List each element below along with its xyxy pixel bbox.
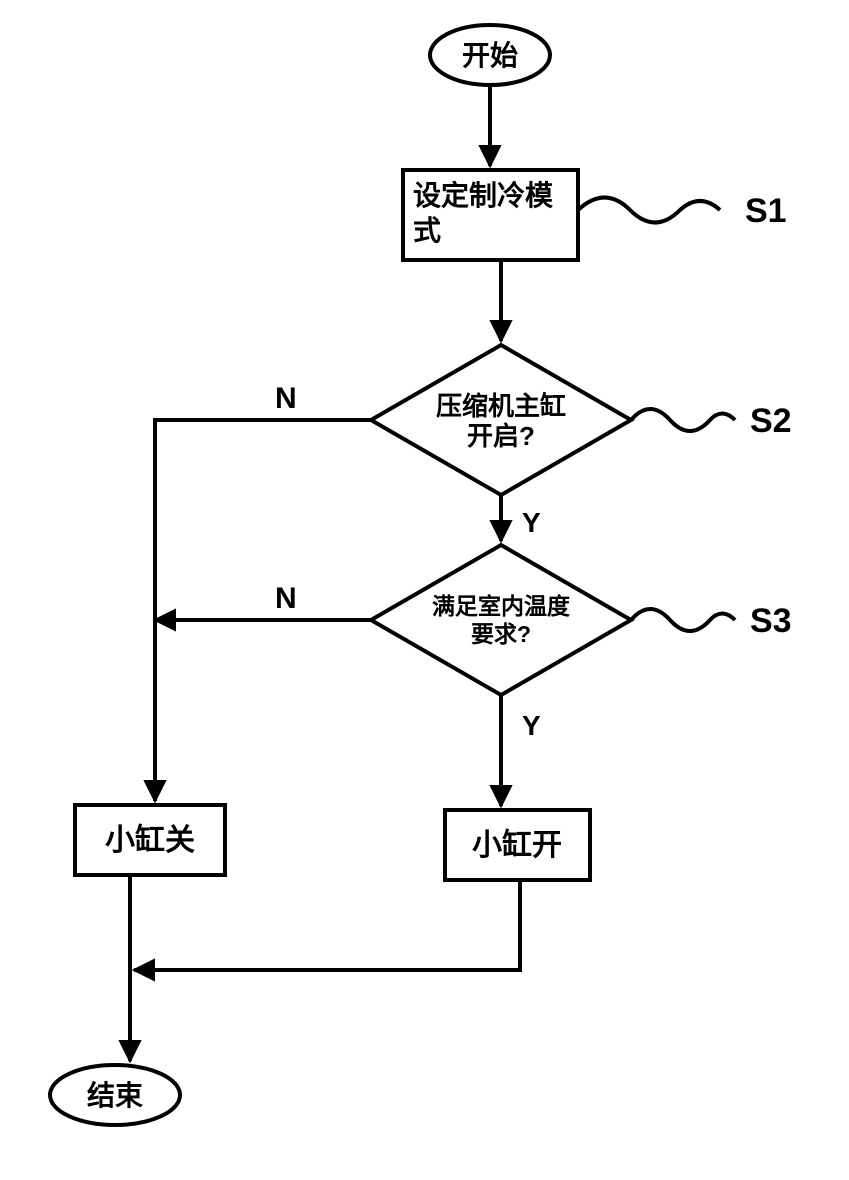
node-end: 结束 [50,1065,180,1125]
node-s1: 设定制冷模 式 [403,170,578,260]
squiggle-s1 [578,198,720,223]
step-label-s1: S1 [745,192,787,230]
node-s2: 压缩机主缸 开启? [371,345,631,495]
label-s3-yes: Y [522,710,541,741]
node-close: 小缸关 [75,805,225,875]
start-label: 开始 [462,40,518,71]
step-label-s3: S3 [750,602,792,640]
step-label-s2: S2 [750,402,792,440]
edge-s2-no [155,420,371,801]
node-s3: 满足室内温度 要求? [371,545,631,695]
s1-line1: 设定制冷模 [413,179,554,211]
label-s3-no: N [275,582,297,615]
end-label: 结束 [87,1080,143,1111]
squiggle-s2 [631,409,735,431]
node-start: 开始 [430,25,550,85]
open-label: 小缸开 [472,828,562,862]
s3-line1: 满足室内温度 [432,593,571,619]
label-s2-no: N [275,382,297,415]
s2-line2: 开启? [467,421,535,451]
label-s2-yes: Y [522,507,541,538]
s3-line2: 要求? [471,621,531,647]
s1-line2: 式 [413,215,441,246]
node-open: 小缸开 [445,810,590,880]
squiggle-s3 [631,609,735,631]
edge-open-merge [134,880,520,970]
s2-line1: 压缩机主缸 [436,391,566,421]
close-label: 小缸关 [105,823,195,857]
